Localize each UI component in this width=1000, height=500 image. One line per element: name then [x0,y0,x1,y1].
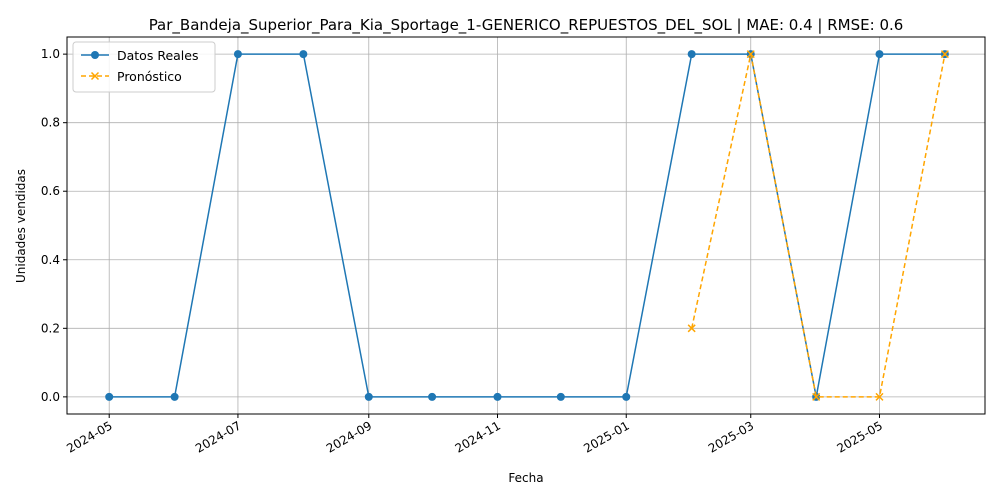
series-line-datos-reales [109,53,945,398]
series-line-pronostico [690,53,946,398]
x-tick-label: 2024-11 [453,418,503,455]
data-point-datos-reales [105,392,114,401]
data-point-datos-reales [556,392,565,401]
y-axis: 0.0 0.2 0.4 0.6 0.8 1.0 [41,47,67,404]
data-point-datos-reales [233,50,242,59]
data-point-datos-reales [364,392,373,401]
x-tick-label: 2024-07 [193,418,243,455]
y-tick-label: 0.0 [41,390,60,404]
x-tick-label: 2025-01 [581,418,631,455]
data-point-datos-reales [687,50,696,59]
series-layer [105,50,949,401]
data-point-datos-reales [299,50,308,59]
data-point-pronostico [687,324,696,333]
y-axis-label: Unidades vendidas [14,169,28,283]
data-point-pronostico [875,392,884,401]
data-point-datos-reales [875,50,884,59]
legend: Datos Reales Pronóstico [72,41,216,93]
data-point-pronostico [746,50,755,59]
data-point-datos-reales [622,392,631,401]
data-point-pronostico [940,50,949,59]
x-tick-label: 2025-03 [706,418,756,455]
y-tick-label: 0.4 [41,253,60,267]
x-tick-label: 2024-09 [324,418,374,455]
legend-label-pronostico: Pronóstico [117,69,182,84]
x-axis: 2024-05 2024-07 2024-09 2024-11 2025-01 2025-… [64,414,885,456]
legend-label-datos-reales: Datos Reales [117,48,198,63]
chart-title: Par_Bandeja_Superior_Para_Kia_Sportage_1… [149,16,904,35]
data-point-pronostico [812,392,821,401]
data-point-datos-reales [170,392,179,401]
legend-marker-pronostico [90,71,100,81]
plot-frame [66,36,986,415]
data-point-datos-reales [493,392,502,401]
x-tick-label: 2025-05 [835,418,885,455]
x-tick-label: 2024-05 [64,418,114,455]
y-tick-label: 0.6 [41,184,60,198]
grid [67,37,985,414]
data-point-datos-reales [428,392,437,401]
y-tick-label: 0.8 [41,116,60,130]
x-axis-label: Fecha [508,471,543,485]
y-tick-label: 0.2 [41,321,60,335]
legend-marker-datos-reales [91,51,99,59]
y-tick-label: 1.0 [41,47,60,61]
